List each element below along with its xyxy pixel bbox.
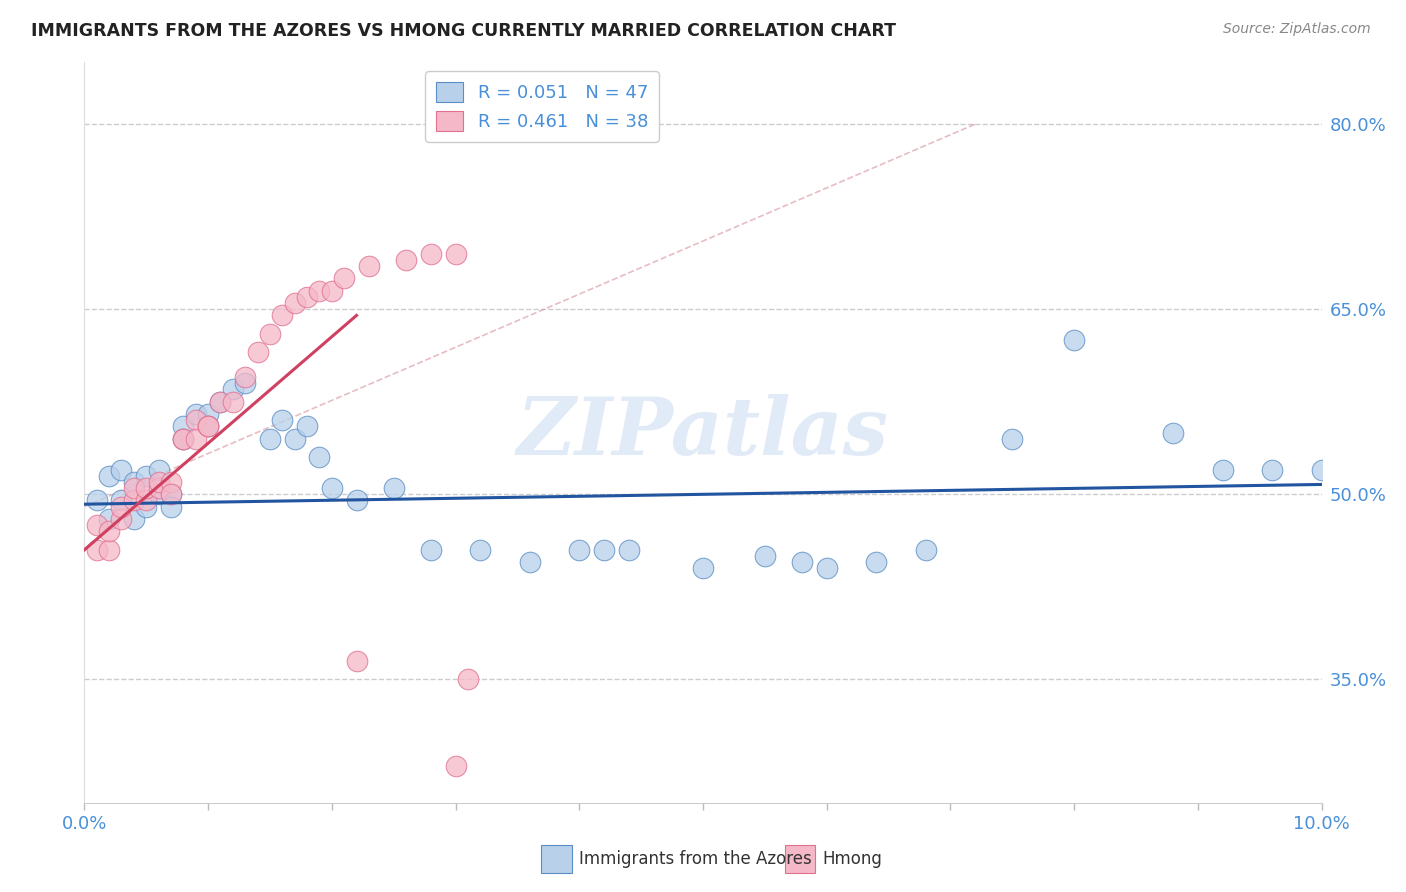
Point	[122, 481, 145, 495]
Point	[135, 500, 157, 514]
Point	[444, 246, 467, 260]
Point	[295, 290, 318, 304]
Point	[346, 493, 368, 508]
Point	[1063, 333, 1085, 347]
Point	[148, 475, 170, 489]
Point	[98, 468, 121, 483]
Point	[197, 407, 219, 421]
Legend: R = 0.051   N = 47, R = 0.461   N = 38: R = 0.051 N = 47, R = 0.461 N = 38	[426, 71, 659, 142]
Point	[865, 555, 887, 569]
Point	[308, 284, 330, 298]
Point	[1001, 432, 1024, 446]
Point	[122, 493, 145, 508]
Text: ZIPatlas: ZIPatlas	[517, 394, 889, 471]
Point	[790, 555, 813, 569]
Point	[110, 500, 132, 514]
Point	[271, 413, 294, 427]
Point	[222, 394, 245, 409]
Point	[419, 246, 441, 260]
Point	[284, 432, 307, 446]
Point	[209, 394, 232, 409]
Point	[233, 376, 256, 391]
Point	[172, 432, 194, 446]
Text: IMMIGRANTS FROM THE AZORES VS HMONG CURRENTLY MARRIED CORRELATION CHART: IMMIGRANTS FROM THE AZORES VS HMONG CURR…	[31, 22, 896, 40]
Point	[172, 419, 194, 434]
Point	[172, 432, 194, 446]
Point	[184, 432, 207, 446]
Point	[1212, 462, 1234, 476]
Point	[357, 259, 380, 273]
Point	[197, 419, 219, 434]
Point	[209, 394, 232, 409]
Point	[148, 487, 170, 501]
Point	[98, 542, 121, 557]
Text: Hmong: Hmong	[823, 850, 883, 868]
Point	[135, 481, 157, 495]
Point	[160, 487, 183, 501]
Point	[86, 493, 108, 508]
Point	[172, 432, 194, 446]
Point	[1161, 425, 1184, 440]
Point	[148, 462, 170, 476]
Point	[110, 512, 132, 526]
Text: Immigrants from the Azores: Immigrants from the Azores	[579, 850, 813, 868]
Point	[914, 542, 936, 557]
Point	[295, 419, 318, 434]
Point	[692, 561, 714, 575]
Point	[184, 413, 207, 427]
Point	[321, 284, 343, 298]
Point	[222, 383, 245, 397]
Point	[110, 462, 132, 476]
Point	[457, 673, 479, 687]
Point	[470, 542, 492, 557]
Point	[395, 252, 418, 267]
Point	[160, 475, 183, 489]
Point	[346, 654, 368, 668]
Point	[86, 518, 108, 533]
Point	[98, 512, 121, 526]
Point	[122, 512, 145, 526]
Point	[754, 549, 776, 563]
Point	[259, 326, 281, 341]
Point	[184, 407, 207, 421]
Point	[321, 481, 343, 495]
Point	[148, 481, 170, 495]
Point	[1310, 462, 1333, 476]
Point	[444, 758, 467, 772]
Point	[233, 370, 256, 384]
Point	[284, 296, 307, 310]
Point	[197, 419, 219, 434]
Point	[160, 500, 183, 514]
Point	[86, 542, 108, 557]
Point	[308, 450, 330, 465]
Point	[135, 468, 157, 483]
Point	[110, 493, 132, 508]
Point	[382, 481, 405, 495]
Point	[617, 542, 640, 557]
Point	[122, 475, 145, 489]
Point	[815, 561, 838, 575]
Point	[259, 432, 281, 446]
Point	[271, 309, 294, 323]
Point	[593, 542, 616, 557]
Text: Source: ZipAtlas.com: Source: ZipAtlas.com	[1223, 22, 1371, 37]
Point	[419, 542, 441, 557]
Point	[333, 271, 356, 285]
Point	[135, 493, 157, 508]
Point	[160, 487, 183, 501]
Point	[197, 419, 219, 434]
Point	[246, 345, 269, 359]
Point	[519, 555, 541, 569]
Point	[98, 524, 121, 539]
Point	[568, 542, 591, 557]
Point	[1261, 462, 1284, 476]
